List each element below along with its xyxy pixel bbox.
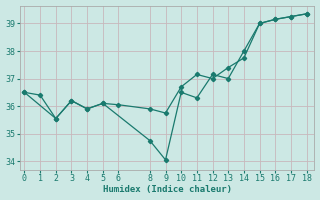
X-axis label: Humidex (Indice chaleur): Humidex (Indice chaleur) <box>103 185 232 194</box>
